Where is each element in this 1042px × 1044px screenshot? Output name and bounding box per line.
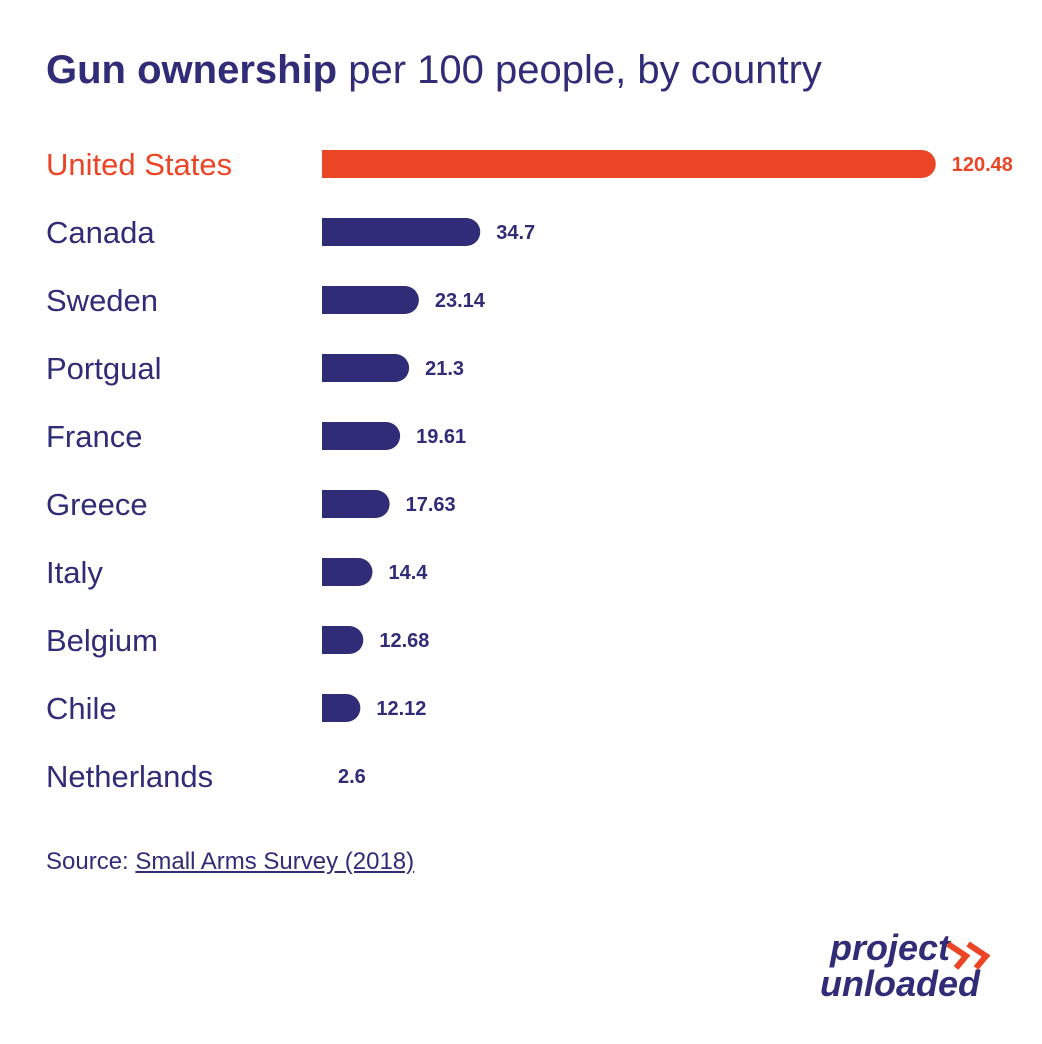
bar [322, 286, 419, 314]
value-label: 34.7 [496, 222, 535, 244]
value-label: 12.68 [379, 630, 429, 652]
bar [322, 694, 361, 722]
source-note: Source: Small Arms Survey (2018) [46, 848, 414, 876]
bar [322, 558, 373, 586]
category-label: Italy [46, 555, 103, 590]
category-label: United States [46, 147, 232, 182]
value-label: 23.14 [435, 290, 486, 312]
project-unloaded-logo: project unloaded [820, 928, 991, 1003]
source-label: Source: [46, 848, 129, 875]
bar [322, 150, 936, 178]
value-label: 14.4 [388, 562, 428, 584]
category-label: Canada [46, 215, 155, 250]
value-label: 2.6 [338, 766, 366, 788]
value-label: 120.48 [952, 154, 1013, 176]
category-label: Greece [46, 487, 148, 522]
value-label: 17.63 [406, 494, 456, 516]
bar-chart: United States 120.48 Canada 34.7 Sweden 23.14… [46, 147, 1013, 794]
source-link[interactable]: Small Arms Survey (2018) [135, 848, 415, 875]
bar [322, 422, 401, 450]
bar [322, 218, 481, 246]
bar [322, 626, 364, 654]
value-label: 19.61 [416, 426, 466, 448]
value-label: 12.12 [376, 698, 426, 720]
category-label: Sweden [46, 283, 158, 318]
bar [322, 354, 410, 382]
chart-title: Gun ownership per 100 people, by country [46, 48, 822, 93]
category-label: Belgium [46, 623, 158, 658]
category-label: Netherlands [46, 759, 213, 794]
chart-title-rest: per 100 people, by country [348, 48, 822, 92]
category-label: Portgual [46, 351, 161, 386]
value-label: 21.3 [425, 358, 464, 380]
category-label: Chile [46, 691, 117, 726]
bar [322, 490, 390, 518]
chart-title-bold: Gun ownership [46, 48, 338, 92]
category-label: France [46, 419, 142, 454]
svg-text:project: project [829, 928, 952, 968]
svg-text:unloaded: unloaded [820, 963, 981, 1003]
